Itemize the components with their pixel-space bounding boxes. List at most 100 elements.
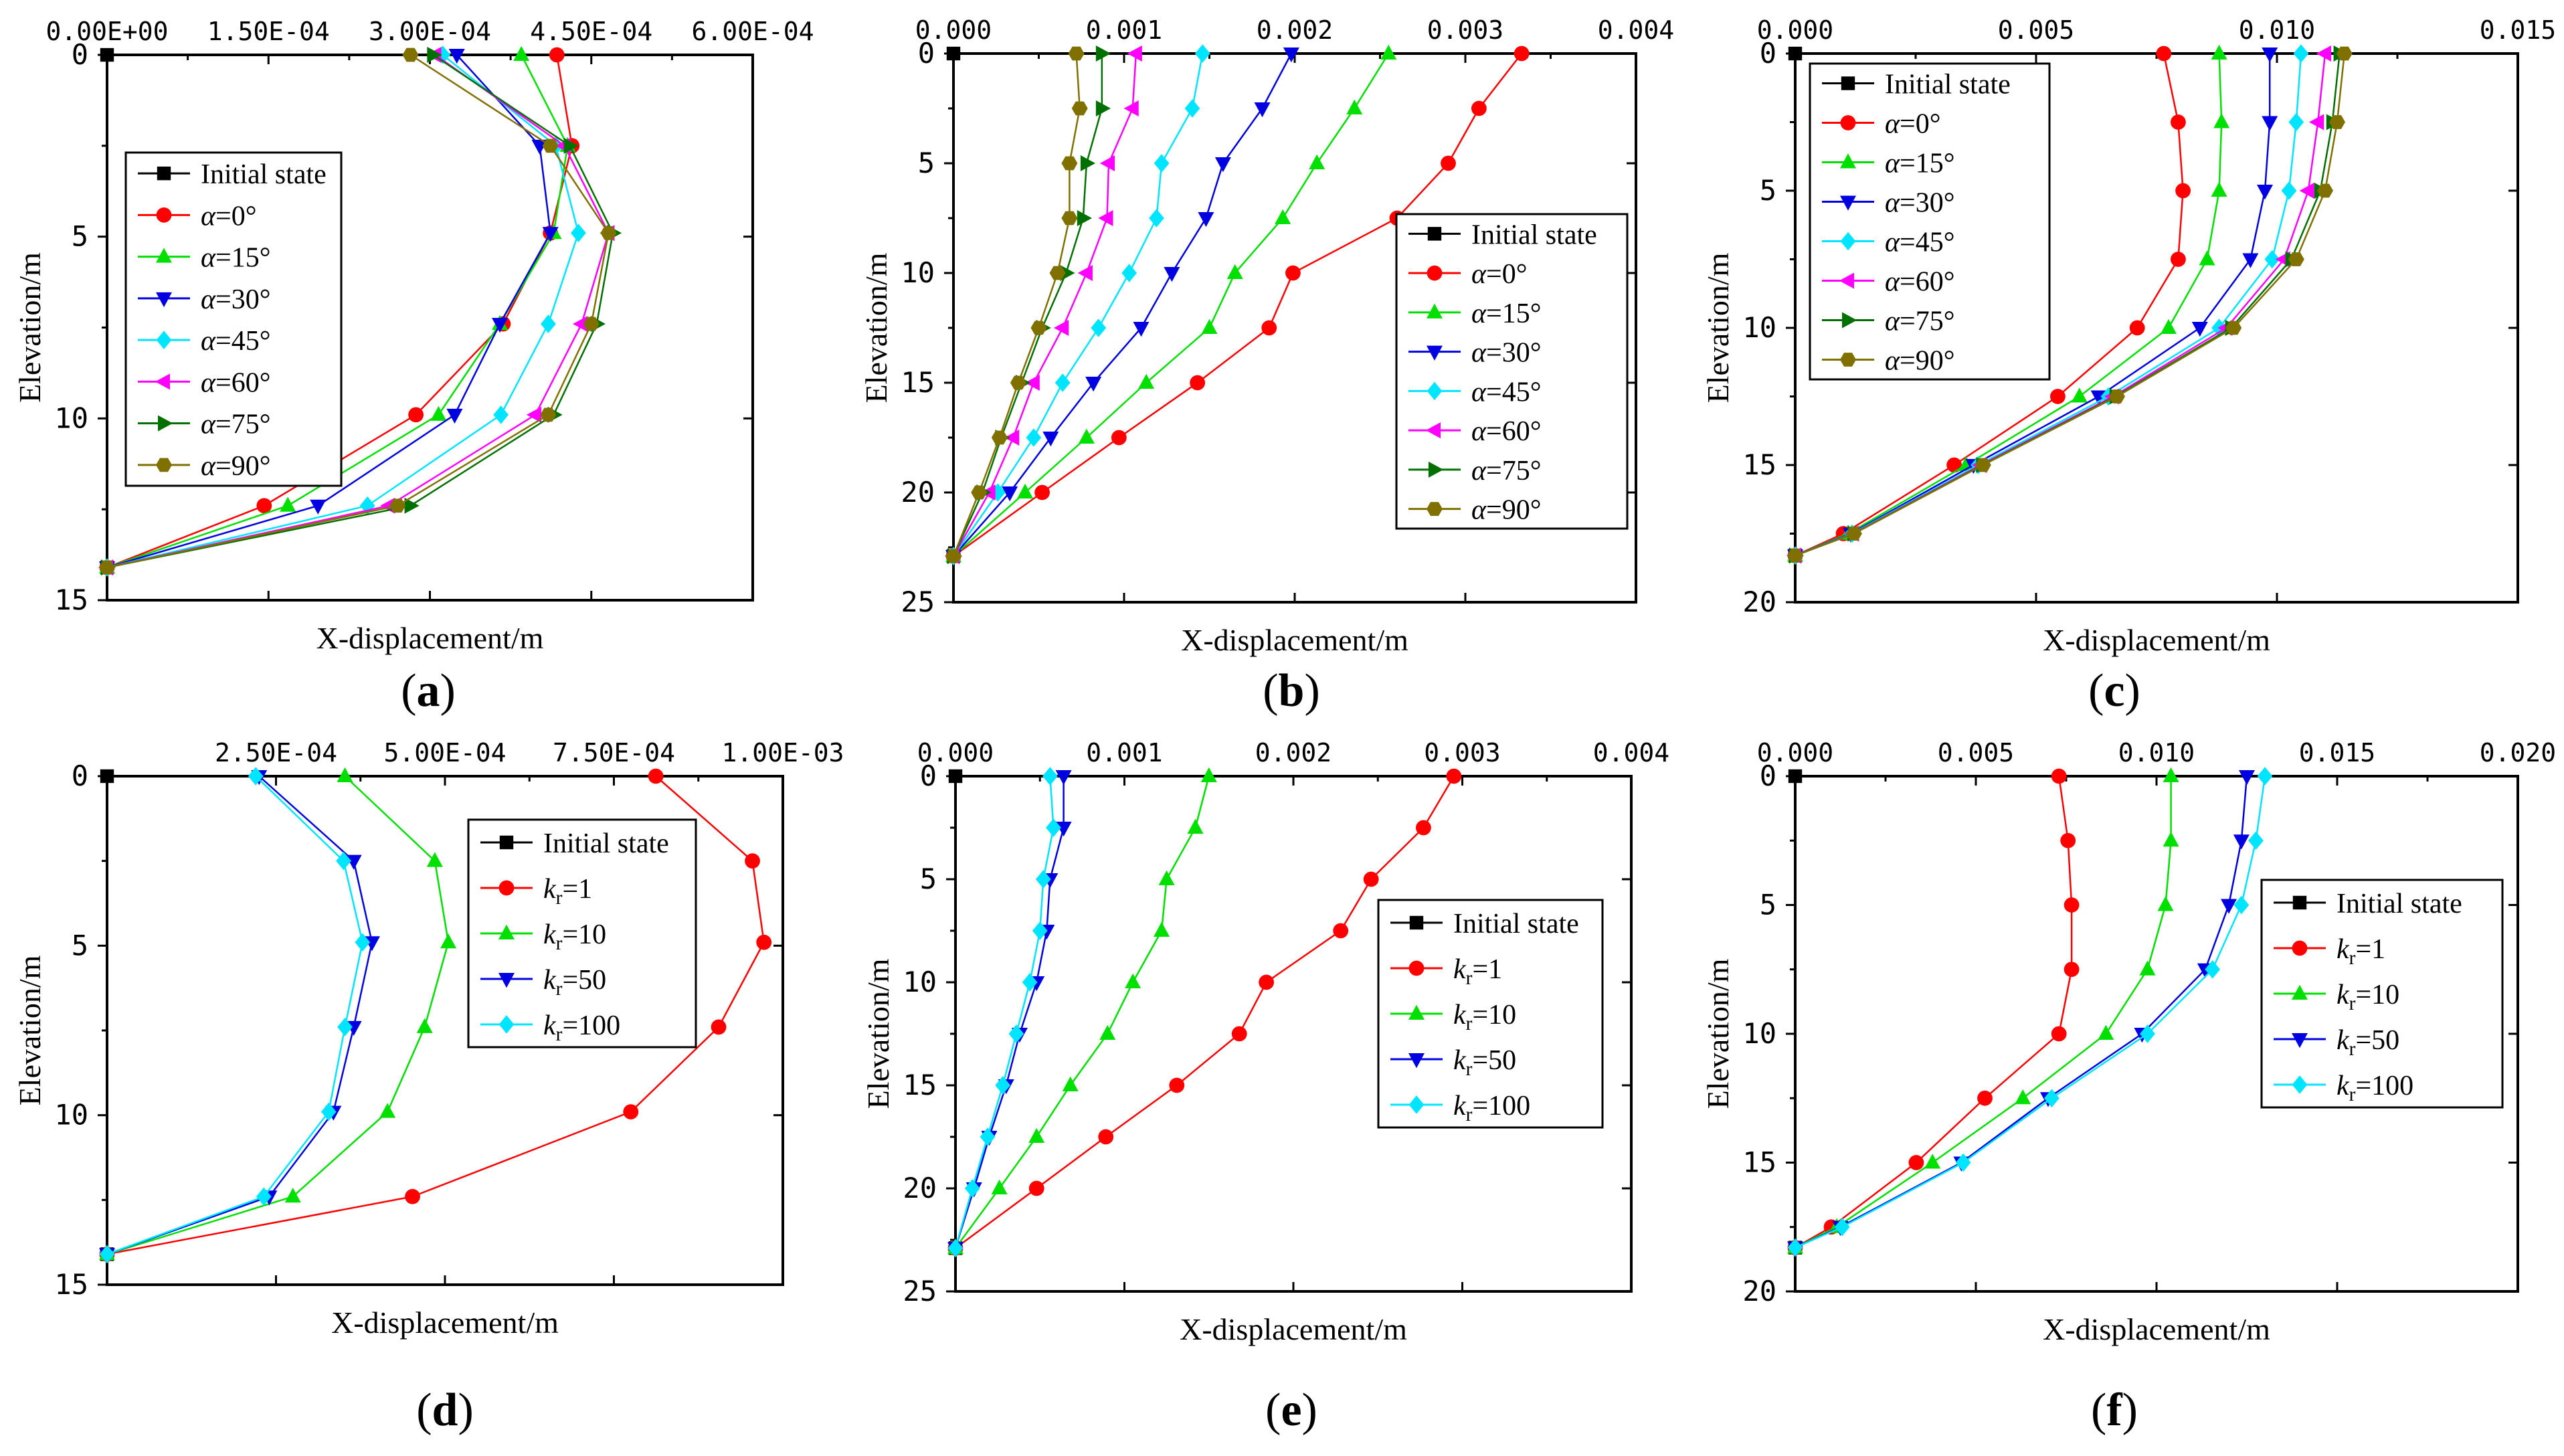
y-tick-label: 0: [1760, 759, 1776, 792]
x-tick-label: 5.00E-04: [383, 738, 506, 767]
legend-label: Initial state: [2337, 889, 2462, 919]
legend-label: α=75°: [1471, 456, 1542, 486]
legend-marker: [2292, 1033, 2308, 1049]
data-point: [1834, 1217, 1850, 1237]
data-point: [2161, 318, 2177, 334]
data-point: [991, 1179, 1008, 1194]
legend-label: kr=50: [2337, 1025, 2399, 1060]
y-tick-label: 10: [901, 256, 935, 289]
legend-marker: [1408, 1004, 1425, 1020]
data-point: [2140, 1024, 2155, 1043]
series-kr-100: [947, 767, 1061, 1258]
data-point: [1062, 1076, 1079, 1091]
legend-marker: [1429, 461, 1444, 478]
legend-marker: [1408, 960, 1425, 976]
legend-marker: [1840, 353, 1856, 367]
x-axis-title: X-displacement/m: [331, 1305, 559, 1340]
data-point: [2336, 46, 2353, 61]
legend-label: α=75°: [1885, 306, 1955, 337]
y-axis-title: Elevation/m: [1701, 252, 1735, 403]
data-point: [493, 405, 509, 424]
y-tick-label: 10: [54, 1099, 88, 1131]
data-point: [990, 483, 1006, 502]
y-tick-label: 5: [918, 147, 935, 179]
data-point: [280, 496, 296, 512]
data-point: [2171, 252, 2186, 267]
series--0-: [945, 46, 1530, 564]
chart-panel-a: 0.00E+00 1.50E-04 3.00E-04 4.50E-04 6.00E-04…: [13, 17, 814, 717]
series-Initial-state: [946, 46, 961, 563]
y-tick-label: 0: [72, 38, 88, 71]
data-point: [408, 407, 424, 423]
data-point: [1787, 548, 1803, 563]
series-kr-10: [1787, 767, 2179, 1254]
y-axis-title: Elevation/m: [1701, 958, 1735, 1109]
series-line: [1795, 776, 2172, 1249]
data-point: [426, 852, 443, 867]
data-point: [99, 1245, 115, 1264]
data-point: [320, 1102, 337, 1121]
legend-marker: [1841, 76, 1855, 90]
data-point: [1077, 210, 1092, 226]
legend: Initial state α=0° α=15° α=30° α=45° α=60° α=7…: [124, 151, 343, 487]
x-tick-label: 3.00E-04: [369, 17, 491, 46]
legend-marker: [498, 924, 515, 939]
x-axis-title: X-displacement/m: [316, 621, 544, 655]
data-point: [1154, 921, 1170, 937]
x-tick-label: 0.001: [1086, 738, 1162, 767]
data-point: [971, 485, 988, 500]
data-point: [336, 851, 351, 871]
chart-panel-e: 0.000 0.001 0.002 0.003 0.004 0 5 10 15 20 25 X-dis…: [861, 738, 1669, 1436]
data-point: [1133, 322, 1150, 337]
data-point: [1285, 265, 1301, 281]
series-line: [954, 776, 1210, 1249]
legend: Initial state kr=1 kr=10 kr=50 kr=100: [467, 818, 697, 1049]
data-point: [1309, 154, 1325, 169]
data-point: [2071, 387, 2088, 403]
series-line: [953, 53, 1293, 557]
x-tick-label: 0.015: [2480, 15, 2556, 45]
legend-label: kr=1: [543, 874, 592, 909]
series-line: [106, 776, 364, 1255]
series-line: [952, 53, 1081, 557]
data-point: [2211, 181, 2227, 197]
legend: Initial state kr=1 kr=10 kr=50 kr=100: [2260, 879, 2504, 1109]
data-point: [995, 1076, 1011, 1095]
data-point: [1055, 373, 1071, 392]
series-line: [954, 776, 1055, 1249]
legend: Initial state kr=1 kr=10 kr=50 kr=100: [1377, 899, 1604, 1129]
data-point: [2299, 183, 2314, 199]
data-point: [2248, 831, 2264, 850]
legend-label: kr=10: [1453, 1000, 1516, 1034]
series-line: [953, 53, 1390, 557]
data-point: [947, 1239, 964, 1258]
panel-label: (e): [1265, 1384, 1317, 1436]
legend-marker: [155, 373, 170, 390]
legend-marker: [1409, 915, 1424, 930]
data-point: [745, 853, 760, 869]
data-point: [379, 1103, 396, 1118]
legend: Initial state α=0° α=15° α=30° α=45° α=60° α=7…: [1809, 62, 2051, 381]
x-tick-label: 4.50E-04: [530, 17, 652, 46]
legend-label: α=90°: [1471, 495, 1542, 526]
data-point: [531, 139, 548, 155]
series-kr-50: [99, 770, 380, 1263]
data-point: [1111, 430, 1127, 446]
series-kr-50: [947, 770, 1072, 1257]
legend-label: Initial state: [543, 828, 669, 859]
series-line: [952, 53, 1137, 557]
data-point: [1042, 432, 1059, 447]
data-point: [1049, 266, 1066, 280]
data-point: [2139, 960, 2156, 976]
data-point: [1788, 46, 1803, 61]
series-kr-1: [1787, 768, 2080, 1255]
panel-label: (a): [401, 665, 456, 717]
data-point: [1214, 157, 1231, 173]
data-point: [2199, 250, 2215, 266]
data-point: [1034, 484, 1050, 500]
series--45-: [945, 44, 1210, 565]
data-point: [1125, 973, 1141, 988]
data-point: [1080, 155, 1096, 171]
y-tick-label: 10: [54, 401, 88, 434]
data-point: [2163, 767, 2179, 782]
